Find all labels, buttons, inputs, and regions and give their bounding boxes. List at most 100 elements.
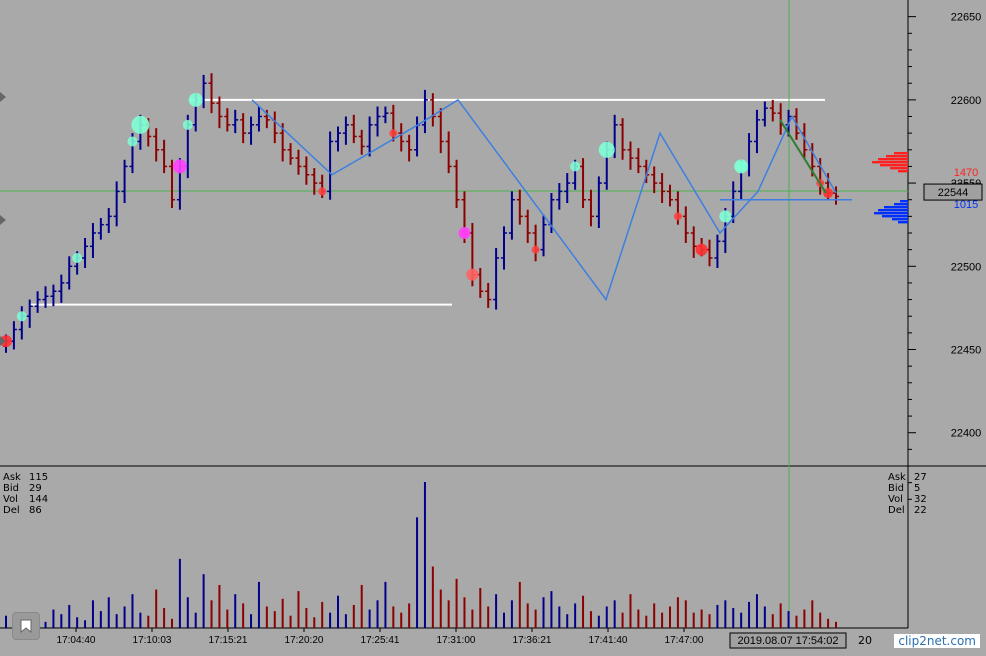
volume-bar bbox=[479, 588, 482, 628]
bookmark-icon bbox=[20, 619, 32, 633]
volume-bar bbox=[289, 615, 292, 628]
trend-segment bbox=[779, 119, 827, 194]
volume-bar bbox=[226, 609, 229, 628]
volume-bar bbox=[795, 615, 798, 628]
volume-bar bbox=[352, 604, 355, 628]
bid-profile-bar bbox=[878, 209, 908, 212]
bookmark-button[interactable] bbox=[12, 612, 40, 640]
volume-bar bbox=[700, 609, 703, 628]
volume-bar bbox=[755, 594, 758, 628]
time-tick-label: 17:31:00 bbox=[437, 635, 476, 646]
volume-bar bbox=[178, 558, 181, 628]
volume-bar bbox=[518, 581, 521, 628]
pivot-marker bbox=[598, 141, 615, 158]
pivot-marker bbox=[466, 268, 479, 281]
volume-bar bbox=[163, 608, 166, 628]
volume-bar bbox=[463, 597, 466, 628]
volume-bar bbox=[471, 609, 474, 628]
volume-bar bbox=[202, 574, 205, 628]
volume-bar bbox=[84, 620, 87, 628]
bid-profile-bar bbox=[874, 212, 908, 215]
volume-bar bbox=[376, 600, 379, 628]
ask-value: 115 bbox=[29, 472, 49, 483]
volume-bar bbox=[76, 617, 79, 628]
scroll-arrow-icon bbox=[0, 336, 6, 346]
del-value: 22 bbox=[914, 505, 927, 516]
volume-bar bbox=[550, 591, 553, 628]
pivot-marker bbox=[172, 159, 187, 174]
volume-bar bbox=[724, 600, 727, 628]
volume-bar bbox=[669, 606, 671, 628]
sell-marker bbox=[389, 129, 398, 138]
time-tick-label: 17:41:40 bbox=[589, 635, 628, 646]
time-tick-label: 17:25:41 bbox=[361, 635, 400, 646]
del-label: Del bbox=[3, 505, 20, 516]
pivot-marker bbox=[0, 335, 12, 348]
price-tick-label: 22600 bbox=[951, 95, 982, 107]
volume-bar bbox=[605, 606, 608, 628]
buy-marker bbox=[16, 311, 27, 322]
volume-bar bbox=[716, 604, 719, 628]
ask-value: 27 bbox=[914, 472, 927, 483]
volume-bar bbox=[613, 600, 616, 628]
ask-profile-bar bbox=[880, 164, 908, 167]
volume-bar bbox=[510, 600, 513, 628]
volume-bar bbox=[803, 609, 806, 628]
ask-size-label: 1470 bbox=[954, 167, 978, 179]
volume-bar bbox=[439, 589, 442, 628]
bid-profile-bar bbox=[892, 218, 908, 221]
volume-bar bbox=[629, 594, 632, 628]
volume-bar bbox=[819, 612, 822, 628]
volume-bar bbox=[107, 597, 110, 628]
volume-bar bbox=[218, 584, 221, 628]
volume-bar bbox=[44, 621, 47, 628]
bid-label: Bid bbox=[888, 483, 904, 494]
volume-bar bbox=[171, 618, 173, 628]
watermark: clip2net.com bbox=[894, 634, 980, 648]
volume-bar bbox=[566, 614, 569, 628]
volume-bar bbox=[676, 597, 679, 628]
volume-bar bbox=[771, 614, 774, 628]
volume-bar bbox=[329, 612, 332, 628]
vol-label: Vol bbox=[888, 494, 903, 505]
price-tick-label: 22650 bbox=[951, 12, 982, 24]
volume-bar bbox=[408, 603, 411, 628]
time-tick-label: 17:10:03 bbox=[133, 635, 172, 646]
volume-bar bbox=[360, 584, 363, 628]
volume-bar bbox=[60, 614, 63, 628]
volume-bar bbox=[447, 600, 450, 628]
volume-bar bbox=[68, 604, 71, 628]
volume-bar bbox=[637, 609, 640, 628]
bid-profile-bar bbox=[894, 203, 908, 206]
volume-bar bbox=[811, 600, 814, 628]
del-value: 86 bbox=[29, 505, 42, 516]
volume-bar bbox=[748, 601, 751, 628]
volume-bar bbox=[400, 612, 403, 628]
volume-bar bbox=[273, 611, 276, 628]
pivot-marker bbox=[188, 92, 203, 107]
volume-bar bbox=[455, 578, 458, 628]
volume-bar bbox=[210, 600, 213, 628]
volume-bar bbox=[321, 601, 324, 628]
bid-value: 29 bbox=[29, 483, 42, 494]
volume-bar bbox=[542, 597, 545, 628]
ask-label: Ask bbox=[3, 472, 21, 483]
volume-bar bbox=[692, 612, 695, 628]
volume-bar bbox=[779, 603, 782, 628]
sell-marker bbox=[318, 187, 327, 196]
volume-bar bbox=[416, 517, 419, 628]
volume-bar bbox=[344, 614, 347, 628]
bid-profile-bar bbox=[882, 215, 908, 218]
volume-bar bbox=[487, 606, 490, 628]
volume-bar bbox=[384, 581, 387, 628]
volume-bar bbox=[763, 606, 766, 628]
vol-label: Vol bbox=[3, 494, 18, 505]
ask-profile-bar bbox=[878, 158, 908, 161]
sell-marker bbox=[531, 245, 540, 254]
right-order-readout: Ask 27 Bid 5 Vol 32 Del 22 bbox=[888, 472, 927, 516]
time-tick-label: 17:15:21 bbox=[209, 635, 248, 646]
last-price-label: 22544 bbox=[938, 187, 969, 199]
